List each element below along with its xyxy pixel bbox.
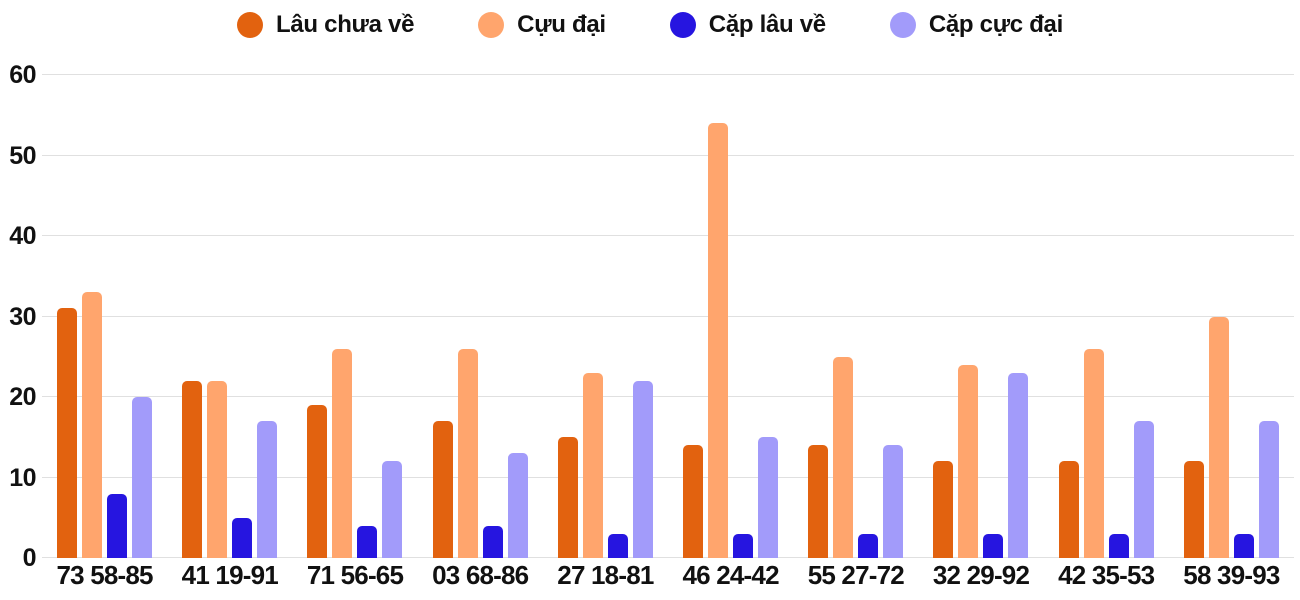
bar-series-2[interactable] [1208,316,1229,558]
y-tick-label: 50 [9,141,36,170]
bar-series-3[interactable] [107,493,128,558]
bar-series-1[interactable] [683,445,704,558]
bar-group-41-19-91 [182,75,278,558]
bar-series-4[interactable] [132,397,153,558]
bar-series-3[interactable] [607,533,628,558]
bar-series-1[interactable] [808,445,829,558]
bar-series-4[interactable] [758,437,779,558]
bar-series-2[interactable] [457,348,478,558]
legend-label: Cựu đại [517,11,606,38]
bar-group-03-68-86 [432,75,528,558]
bar-groups [42,75,1294,558]
bar-group-55-27-72 [808,75,904,558]
y-tick-label: 0 [22,544,37,572]
legend-label: Cặp cực đại [928,11,1063,38]
bar-series-4[interactable] [507,453,528,558]
gridline [42,235,1294,236]
y-tick-label: 10 [9,463,36,492]
bar-series-3[interactable] [1233,533,1254,558]
x-axis-label: 03 68-86 [432,560,529,590]
bar-series-1[interactable] [307,405,328,558]
gridline [42,154,1294,156]
gridline [42,476,1294,478]
bar-series-2[interactable] [708,123,729,558]
legend-label: Lâu chưa về [276,11,415,38]
x-axis-label: 32 29-92 [932,560,1030,590]
legend-item-2: Cựu đại [478,11,606,39]
x-axis-label: 27 18-81 [557,560,654,590]
bar-series-1[interactable] [1058,461,1079,558]
bar-series-3[interactable] [858,533,879,558]
bar-series-4[interactable] [1008,372,1029,558]
y-tick-label: 20 [9,383,36,411]
bar-series-2[interactable] [833,356,854,558]
chart-legend: Lâu chưa về Cựu đại Cặp lâu về Cặp cực đại [0,8,1300,42]
bar-group-73-58-85 [57,75,153,558]
x-axis-label: 73 58-85 [56,560,153,590]
bar-series-3[interactable] [482,525,503,558]
bar-series-4[interactable] [382,461,403,558]
x-axis: 73 58-85 41 19-91 71 56-65 03 68-86 27 18-81… [42,560,1294,591]
bar-series-3[interactable] [983,533,1004,558]
bar-series-1[interactable] [432,421,453,558]
plot-area [42,74,1294,558]
gridline [42,396,1294,397]
bar-series-1[interactable] [57,308,78,558]
bar-series-2[interactable] [958,364,979,558]
legend-swatch-circle-icon [669,12,696,38]
bar-series-2[interactable] [332,348,353,558]
bar-series-3[interactable] [733,533,754,558]
bar-series-3[interactable] [357,525,378,558]
bar-group-32-29-92 [933,75,1029,558]
x-axis-label: 41 19-91 [181,560,279,590]
legend-swatch-circle-icon [889,12,916,38]
legend-item-4: Cặp cực đại [889,11,1063,39]
gridline [42,557,1294,558]
x-axis-label: 58 39-93 [1183,560,1280,590]
bar-series-3[interactable] [1108,533,1129,558]
y-tick-label: 60 [9,61,36,89]
bar-series-4[interactable] [1258,421,1279,558]
bar-series-4[interactable] [257,421,278,558]
legend-label: Cặp lâu về [708,11,826,38]
legend-item-1: Lâu chưa về [237,11,414,39]
bar-series-1[interactable] [182,380,203,558]
legend-swatch-circle-icon [478,12,505,38]
bar-group-27-18-81 [557,75,653,558]
gridline [42,74,1294,75]
bar-series-3[interactable] [232,517,253,558]
bar-series-1[interactable] [557,437,578,558]
bar-group-42-35-53 [1058,75,1154,558]
bar-group-71-56-65 [307,75,403,558]
y-tick-label: 40 [9,222,36,250]
x-axis-label: 42 35-53 [1058,560,1155,590]
x-axis-label: 46 24-42 [682,560,779,590]
bar-series-4[interactable] [883,445,904,558]
bar-series-2[interactable] [1083,348,1104,558]
legend-item-3: Cặp lâu về [669,11,826,39]
bar-series-1[interactable] [1183,461,1204,558]
bar-group-46-24-42 [683,75,779,558]
bar-series-4[interactable] [632,380,653,558]
legend-swatch-circle-icon [237,12,264,38]
bar-series-2[interactable] [207,380,228,558]
gridline [42,315,1294,317]
bar-series-4[interactable] [1133,421,1154,558]
y-tick-label: 30 [9,302,36,331]
x-axis-label: 55 27-72 [807,560,905,590]
bar-series-2[interactable] [82,292,103,558]
bar-series-2[interactable] [582,372,603,558]
x-axis-label: 71 56-65 [306,560,404,590]
bar-series-1[interactable] [933,461,954,558]
bar-group-58-39-93 [1183,75,1279,558]
